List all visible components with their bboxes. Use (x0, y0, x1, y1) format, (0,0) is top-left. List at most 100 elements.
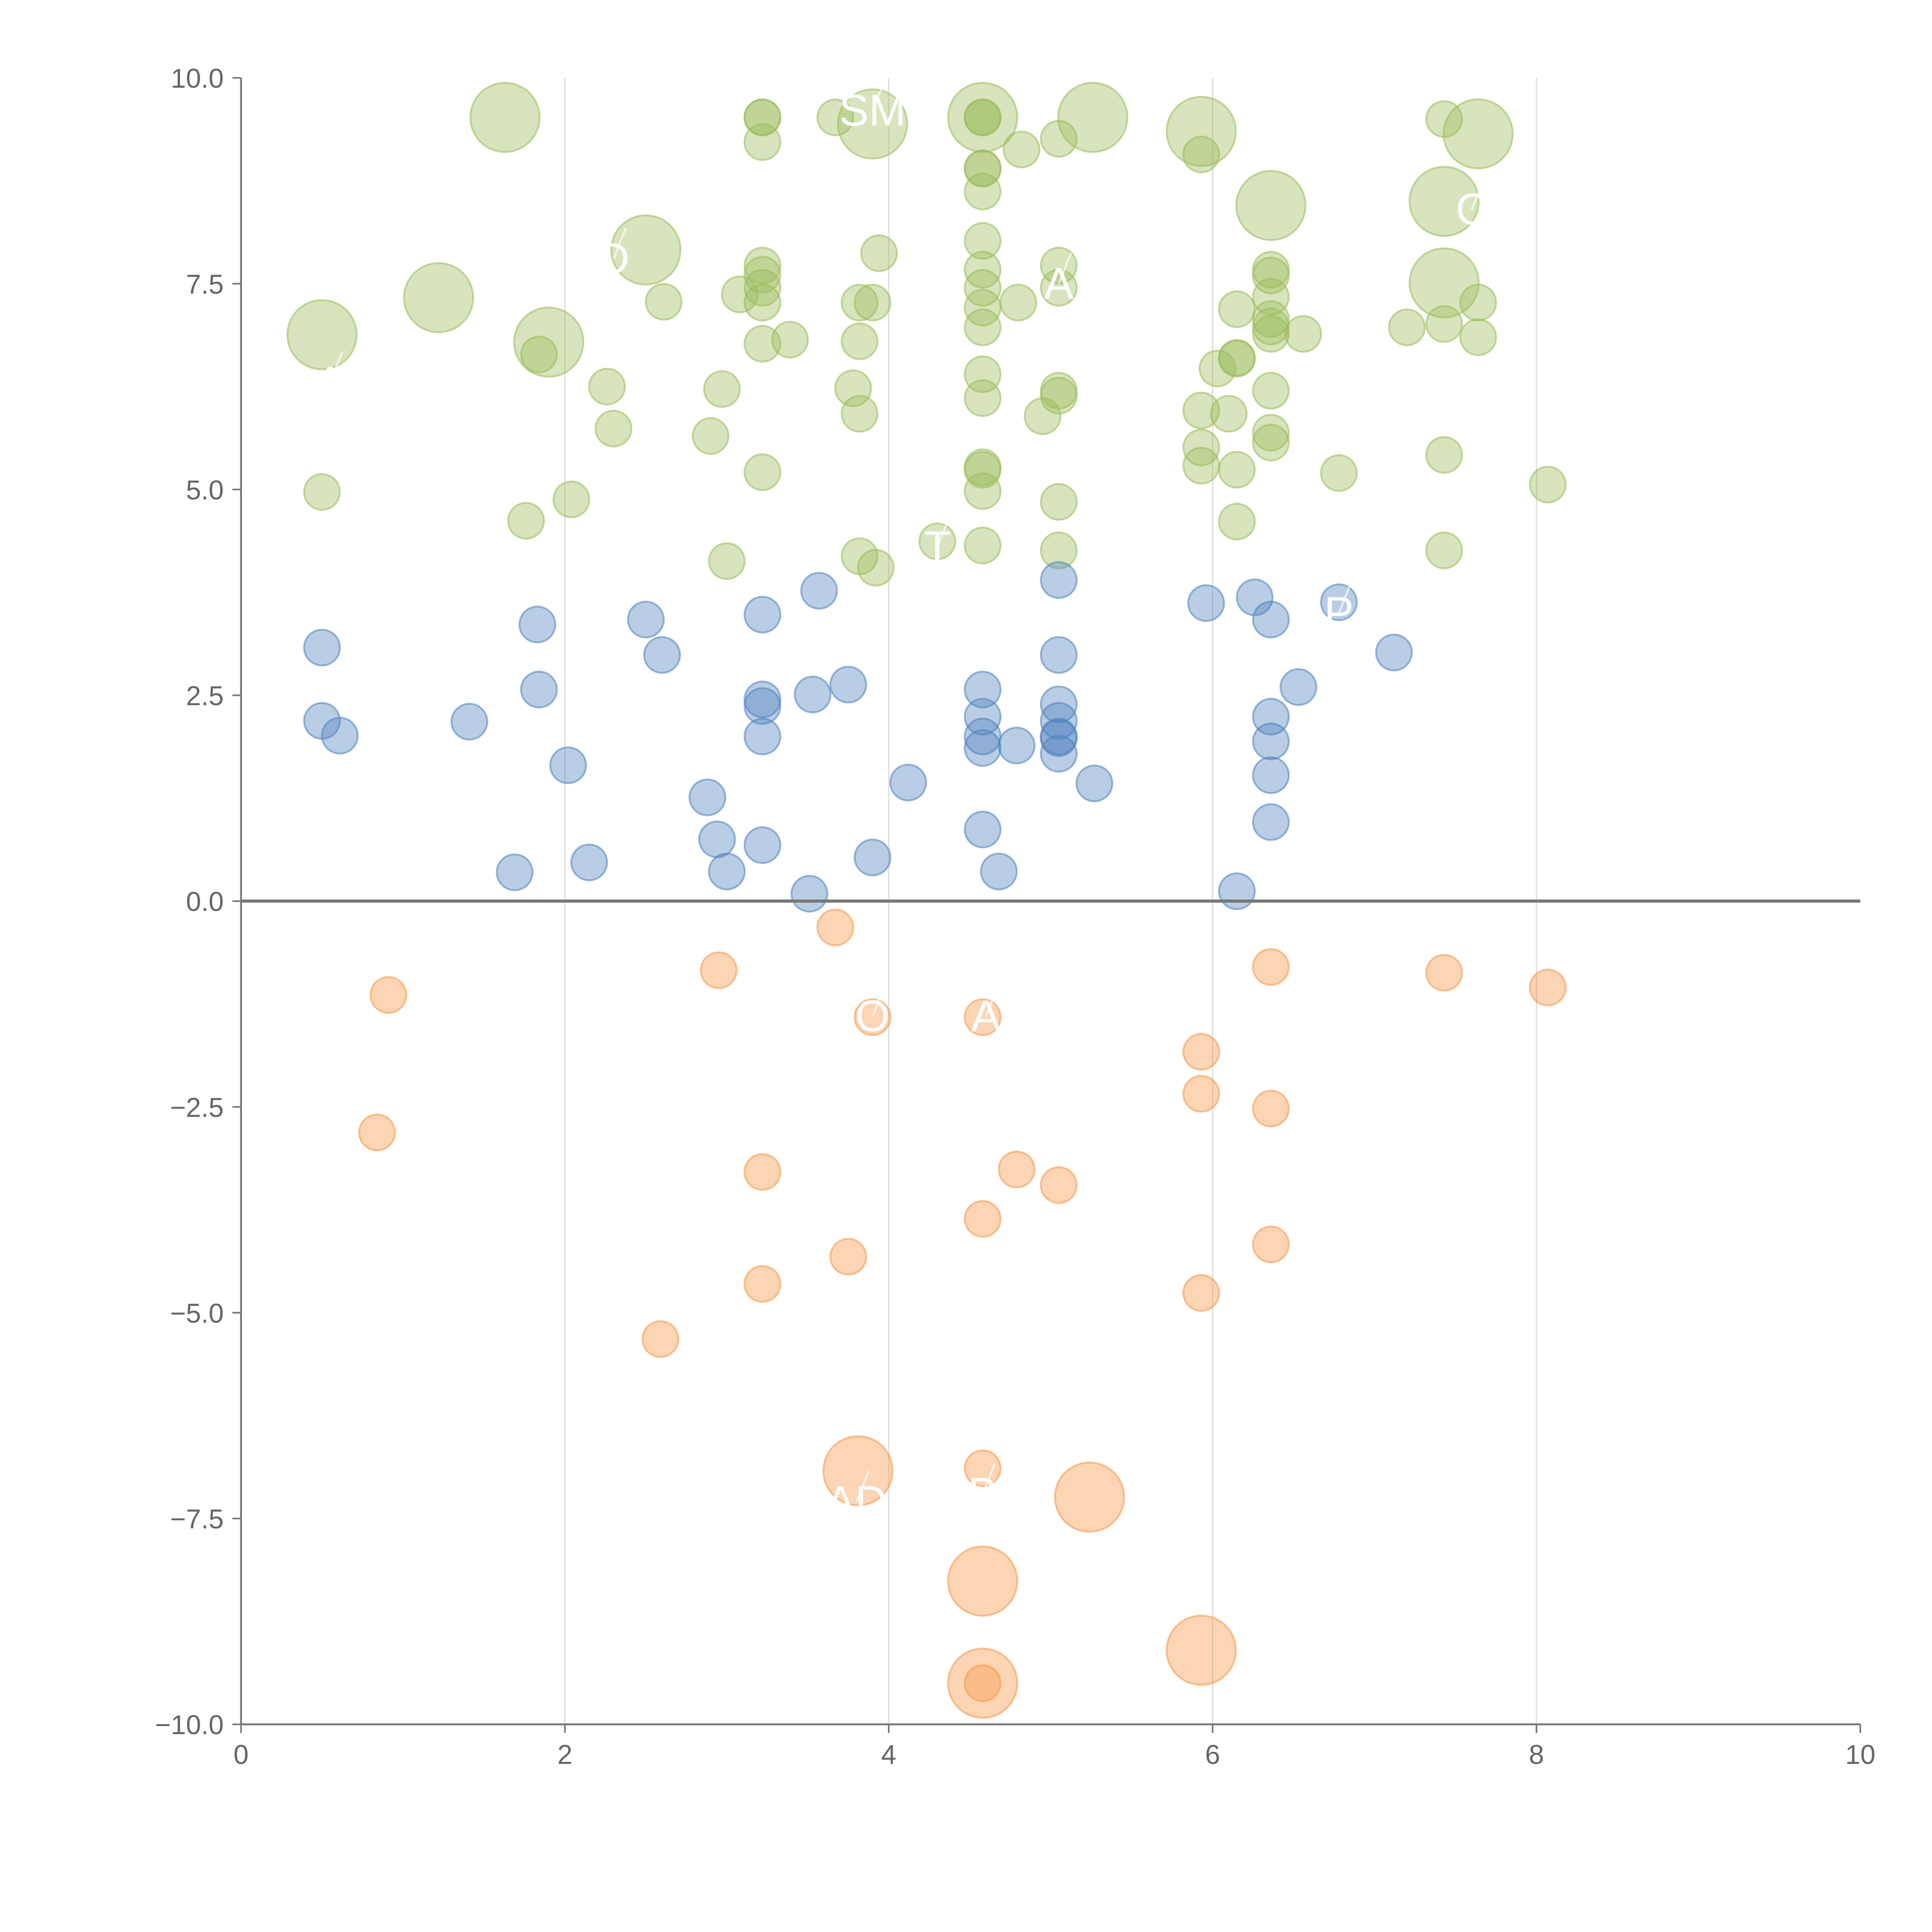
data-point-high (1425, 100, 1463, 138)
data-point-mid (1252, 600, 1290, 639)
annotation-leader (1471, 178, 1485, 210)
data-point-mid (790, 875, 828, 913)
annotation-label: AD (825, 1477, 887, 1527)
data-point-high (816, 99, 854, 136)
data-point-mid (1320, 583, 1358, 621)
annotation-label: A (1044, 259, 1074, 308)
data-point-high (743, 247, 781, 285)
data-point-high (1425, 531, 1463, 570)
x-tick-label: 2 (557, 1739, 572, 1770)
data-point-high (1442, 98, 1514, 170)
data-point-high (469, 82, 541, 153)
annotation-leader (1338, 582, 1352, 614)
data-point-low (1182, 1033, 1220, 1071)
annotation-leader (329, 351, 344, 383)
data-point-high (1388, 308, 1426, 346)
data-point-mid (1040, 636, 1078, 674)
data-point-low (369, 976, 407, 1014)
data-point-mid (743, 595, 781, 634)
data-point-high (857, 549, 895, 587)
data-point-high (840, 284, 879, 321)
data-point-low (1252, 948, 1290, 986)
data-point-mid (627, 600, 665, 639)
data-point-high (834, 369, 872, 407)
annotation-leader (1058, 252, 1072, 284)
annotation-label: B (968, 1469, 998, 1518)
data-point-mid (1040, 735, 1078, 773)
data-point-high (1408, 247, 1480, 319)
data-point-low (1182, 1274, 1220, 1312)
data-point-mid (964, 810, 1002, 849)
y-tick-label: 2.5 (186, 680, 224, 711)
data-point-high (1218, 290, 1256, 328)
data-point-mid (1075, 764, 1114, 803)
data-point-mid (520, 670, 558, 709)
annotation-leader (936, 516, 951, 548)
data-point-mid (1252, 756, 1290, 794)
data-point-high (1252, 372, 1290, 410)
annotation-label: S (712, 111, 742, 160)
data-point-mid (743, 826, 781, 864)
data-point-mid (1252, 803, 1290, 841)
data-point-high (1218, 503, 1256, 541)
data-point-mid (496, 853, 534, 891)
data-point-high (303, 473, 341, 511)
data-point-high (1459, 318, 1497, 356)
data-point-high (610, 214, 682, 286)
y-tick-label: 0.0 (186, 886, 224, 917)
data-point-mid (1218, 872, 1256, 910)
data-point-low (1165, 1614, 1237, 1686)
data-point-low (822, 1435, 894, 1507)
data-point-low (1529, 968, 1567, 1007)
data-point-mid (829, 665, 867, 704)
x-tick-label: 6 (1205, 1739, 1220, 1770)
data-point-high (743, 123, 781, 161)
data-point-mid (964, 729, 1002, 767)
data-point-low (1252, 1225, 1290, 1264)
y-tick-label: 7.5 (186, 269, 224, 299)
data-point-high (588, 367, 626, 406)
data-point-mid (743, 687, 781, 725)
data-point-low (1252, 1090, 1290, 1128)
annotation-label: T (924, 522, 951, 571)
data-point-high (1425, 436, 1463, 474)
data-point-mid (1252, 722, 1290, 760)
data-point-low (1425, 954, 1463, 992)
annotation-label: O (855, 992, 890, 1041)
data-point-high (1320, 454, 1358, 492)
data-point-high (1252, 257, 1290, 294)
data-point-high (860, 234, 898, 272)
data-point-low (964, 998, 1002, 1036)
data-point-high (840, 395, 879, 433)
data-point-low (743, 1265, 781, 1303)
data-point-mid (800, 572, 838, 610)
annotation-label: D (597, 234, 629, 284)
y-tick-label: −7.5 (170, 1504, 224, 1534)
data-point-high (964, 99, 1002, 136)
data-point-mid (708, 852, 746, 891)
data-point-high (1218, 339, 1256, 377)
data-point-high (507, 502, 545, 540)
data-point-high (1040, 483, 1078, 521)
y-tick-label: 5.0 (186, 474, 224, 505)
data-point-mid (964, 670, 1002, 709)
data-point-low (998, 1150, 1036, 1189)
data-point-mid (998, 726, 1036, 765)
data-point-high (840, 322, 879, 361)
data-point-high (1529, 466, 1567, 503)
data-point-high (1040, 269, 1078, 307)
data-point-mid (321, 717, 359, 755)
data-point-mid (889, 764, 927, 802)
data-point-high (743, 325, 781, 363)
data-point-mid (643, 636, 681, 674)
data-point-high (1408, 166, 1480, 237)
x-tick-label: 8 (1529, 1739, 1544, 1770)
data-point-low (947, 1545, 1019, 1617)
data-point-high (1198, 349, 1236, 388)
annotations: S SM D A C A T P O A AD B (315, 79, 1488, 1527)
data-point-low (358, 1113, 396, 1151)
data-point-high (837, 88, 908, 160)
x-tick-label: 0 (233, 1739, 248, 1770)
data-point-high (645, 283, 683, 321)
